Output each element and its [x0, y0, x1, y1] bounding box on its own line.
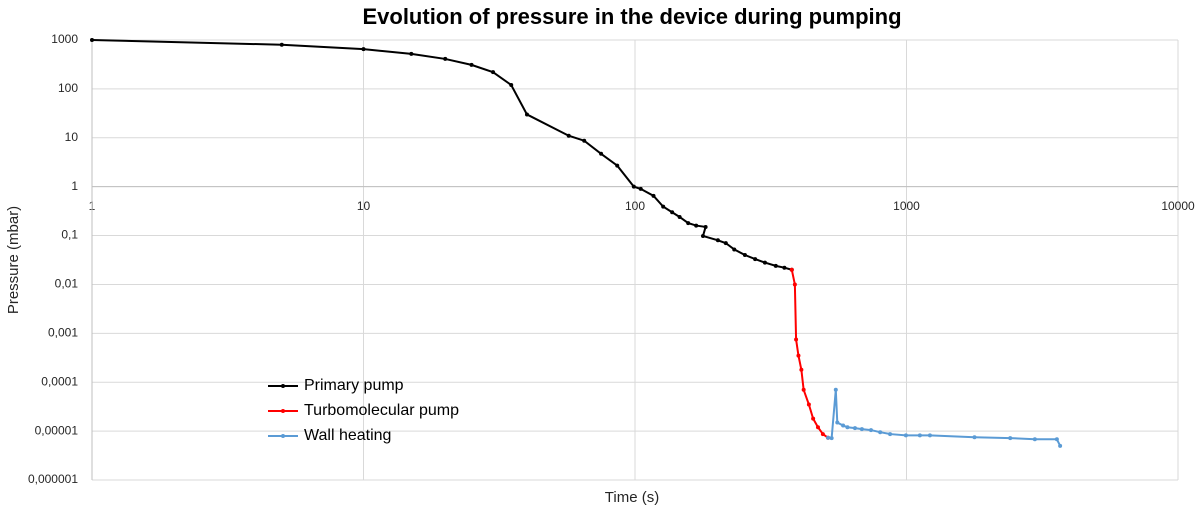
- data-point: [582, 138, 587, 143]
- data-point: [888, 432, 893, 437]
- series-line: [827, 389, 1062, 447]
- legend-marker: [281, 409, 285, 413]
- data-point: [694, 223, 699, 228]
- data-point: [859, 427, 864, 432]
- data-point: [469, 62, 474, 67]
- data-point: [829, 436, 834, 441]
- data-point: [279, 42, 284, 47]
- data-point: [599, 151, 604, 156]
- data-point: [794, 337, 799, 342]
- data-point: [703, 224, 708, 229]
- data-point: [868, 428, 873, 433]
- y-tick-label: 0,001: [48, 326, 78, 340]
- y-tick-label: 1: [71, 179, 78, 193]
- data-point: [903, 433, 908, 438]
- data-point: [841, 423, 846, 428]
- data-point: [631, 184, 636, 189]
- data-point: [638, 186, 643, 191]
- x-tick-label: 100: [625, 199, 645, 213]
- data-point: [789, 267, 794, 272]
- data-point: [782, 265, 787, 270]
- data-point: [972, 435, 977, 440]
- data-point: [845, 425, 850, 430]
- data-point: [661, 204, 666, 209]
- data-point: [409, 51, 414, 56]
- data-point: [815, 425, 820, 430]
- y-tick-label: 0,01: [55, 277, 79, 291]
- legend-marker: [281, 434, 285, 438]
- data-point: [1032, 437, 1037, 442]
- data-point: [753, 257, 758, 262]
- legend-marker: [281, 384, 285, 388]
- data-point: [670, 210, 675, 215]
- data-point: [615, 163, 620, 168]
- data-point: [806, 402, 811, 407]
- x-tick-label: 1000: [893, 199, 920, 213]
- data-point: [651, 193, 656, 198]
- data-point: [732, 247, 737, 252]
- y-tick-label: 0,0001: [41, 374, 78, 388]
- data-point: [820, 432, 825, 437]
- y-tick-label: 1000: [51, 32, 78, 46]
- series-line: [91, 39, 793, 271]
- data-point: [792, 282, 797, 287]
- legend-label: Wall heating: [304, 427, 391, 444]
- data-point: [917, 433, 922, 438]
- y-tick-label: 0,000001: [28, 472, 78, 486]
- data-point: [1054, 437, 1059, 442]
- data-point: [811, 416, 816, 421]
- x-axis-label: Time (s): [605, 489, 659, 506]
- data-point: [742, 253, 747, 258]
- data-point: [90, 38, 94, 42]
- y-tick-label: 100: [58, 81, 78, 95]
- data-point: [826, 435, 831, 440]
- data-point: [1058, 443, 1063, 448]
- data-point: [799, 367, 804, 372]
- data-point: [524, 112, 529, 117]
- data-point: [677, 214, 682, 219]
- y-tick-label: 0,1: [61, 228, 78, 242]
- data-point: [852, 426, 857, 431]
- data-point: [801, 387, 806, 392]
- data-point: [443, 56, 448, 61]
- data-point: [835, 420, 840, 425]
- data-point: [509, 83, 514, 88]
- data-point: [833, 387, 838, 392]
- data-point: [762, 260, 767, 265]
- series-line: [790, 269, 829, 439]
- data-point: [723, 241, 728, 246]
- y-tick-label: 10: [65, 130, 79, 144]
- legend-label: Primary pump: [304, 377, 404, 394]
- data-point: [361, 47, 366, 52]
- data-point: [796, 353, 801, 358]
- data-point: [686, 221, 691, 226]
- y-axis-label: Pressure (mbar): [5, 206, 22, 314]
- data-point: [927, 433, 932, 438]
- data-point: [773, 263, 778, 268]
- data-point: [878, 430, 883, 435]
- data-point: [715, 238, 720, 243]
- data-point: [1008, 436, 1013, 441]
- x-tick-label: 10: [357, 199, 371, 213]
- y-tick-label: 0,00001: [35, 423, 79, 437]
- data-point: [566, 133, 571, 138]
- x-tick-label: 10000: [1161, 199, 1195, 213]
- chart-title: Evolution of pressure in the device duri…: [362, 4, 901, 29]
- data-point: [700, 233, 705, 238]
- data-point: [491, 70, 496, 75]
- legend-label: Turbomolecular pump: [304, 402, 459, 419]
